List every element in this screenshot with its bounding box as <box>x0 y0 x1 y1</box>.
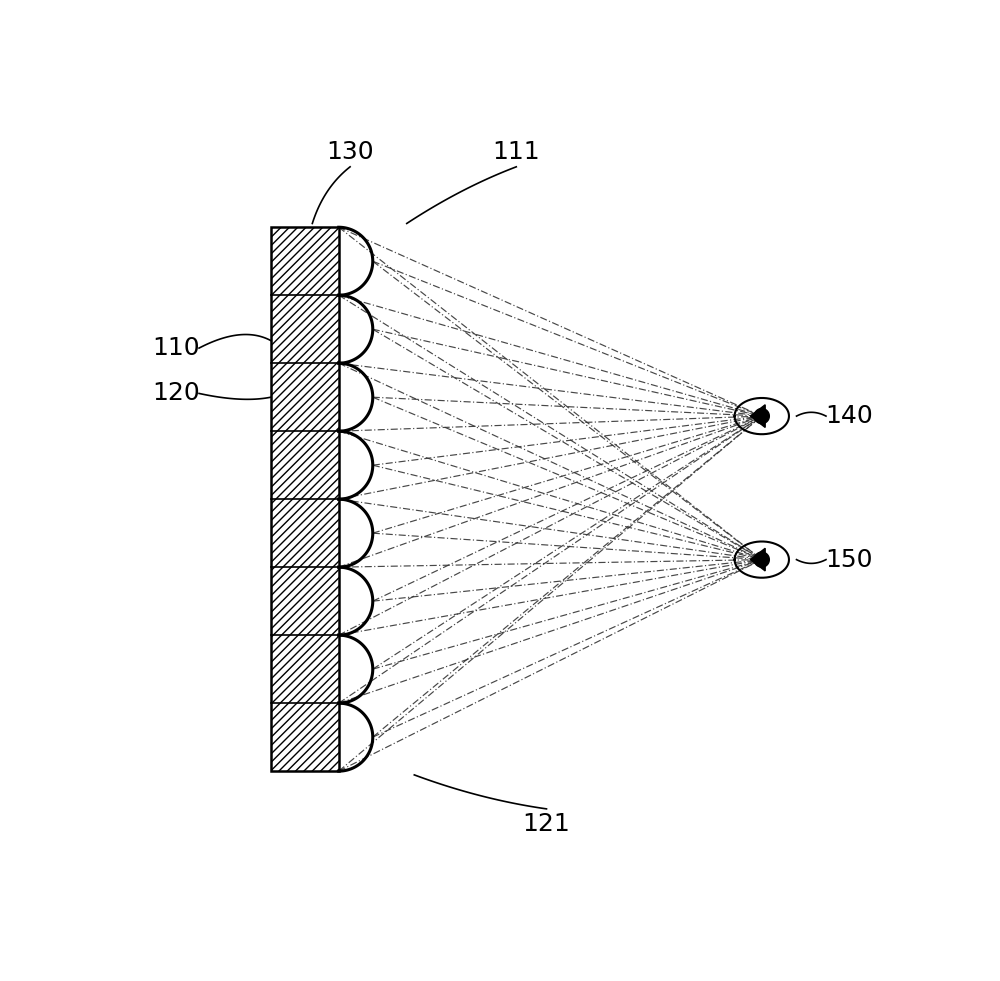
Text: 120: 120 <box>152 382 200 405</box>
Text: 140: 140 <box>825 404 873 428</box>
Polygon shape <box>750 405 765 428</box>
Text: 130: 130 <box>326 139 374 164</box>
Polygon shape <box>754 408 769 424</box>
Polygon shape <box>750 548 765 571</box>
Text: 121: 121 <box>523 812 570 836</box>
Text: 150: 150 <box>825 547 872 572</box>
Bar <box>271 228 339 771</box>
Polygon shape <box>754 552 769 567</box>
Text: 110: 110 <box>153 336 200 360</box>
Text: 111: 111 <box>492 139 540 164</box>
Bar <box>271 228 339 771</box>
